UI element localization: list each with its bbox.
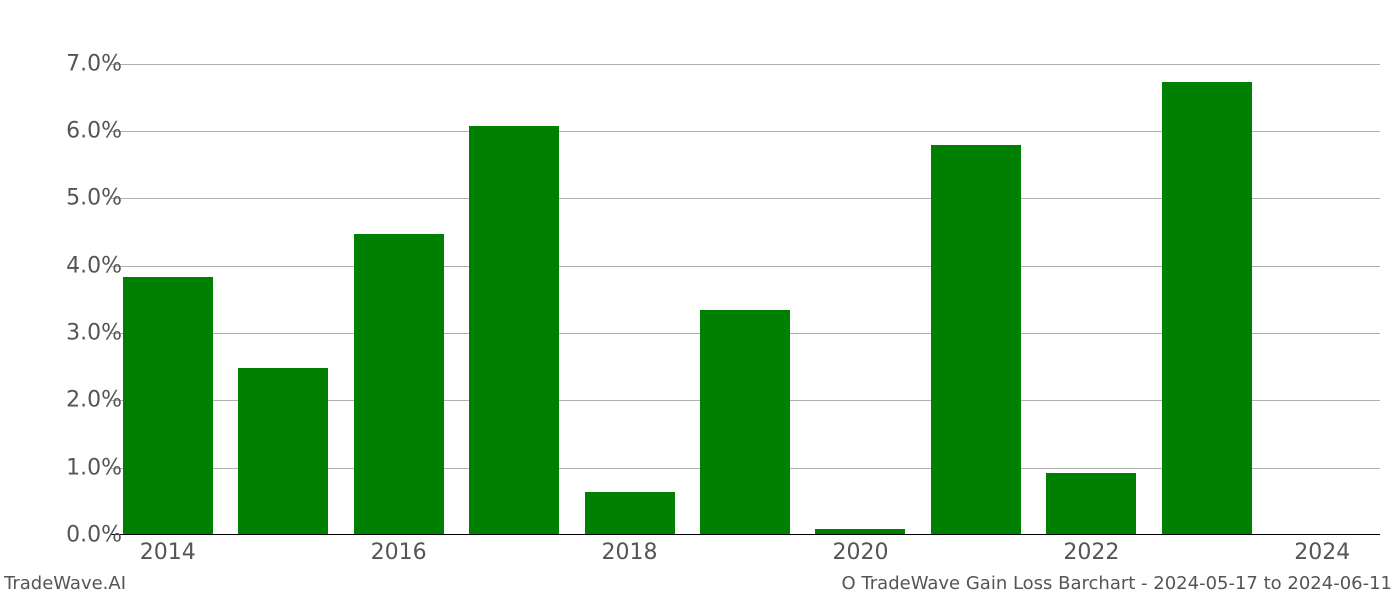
bar [123, 277, 213, 534]
x-tick-label: 2020 [832, 540, 888, 565]
y-tick-label: 1.0% [66, 455, 122, 480]
y-tick-label: 2.0% [66, 388, 122, 413]
y-tick-label: 3.0% [66, 321, 122, 346]
footer-caption: O TradeWave Gain Loss Barchart - 2024-05… [842, 573, 1392, 594]
y-tick-label: 0.0% [66, 523, 122, 548]
y-tick-label: 7.0% [66, 51, 122, 76]
chart-plot-area [110, 30, 1380, 535]
bar [1046, 473, 1136, 534]
bar [585, 492, 675, 534]
x-tick-label: 2018 [602, 540, 658, 565]
x-tick-label: 2016 [371, 540, 427, 565]
bar [815, 529, 905, 534]
x-tick-label: 2022 [1063, 540, 1119, 565]
x-tick-label: 2024 [1294, 540, 1350, 565]
x-tick-label: 2014 [140, 540, 196, 565]
bar [1162, 82, 1252, 534]
y-tick-label: 4.0% [66, 253, 122, 278]
bar [238, 368, 328, 534]
bar [931, 145, 1021, 534]
bar [700, 310, 790, 534]
gridline [110, 64, 1380, 65]
bar [469, 126, 559, 534]
bar [354, 234, 444, 534]
footer-brand: TradeWave.AI [4, 573, 126, 594]
y-tick-label: 6.0% [66, 119, 122, 144]
y-tick-label: 5.0% [66, 186, 122, 211]
plot-region [110, 30, 1380, 535]
